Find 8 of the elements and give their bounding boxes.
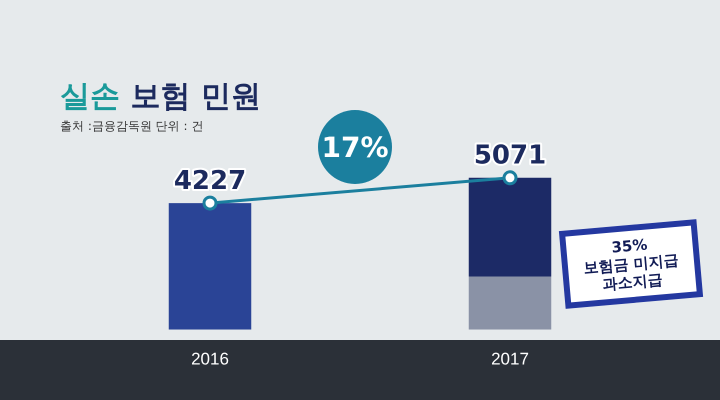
x-tick-label: 2016 [191, 349, 229, 368]
annotation: 17% [318, 110, 392, 184]
x-tick-label: 2017 [491, 349, 529, 368]
data-label: 4227 [174, 166, 246, 196]
annotation: 35% 보험금 미지급 과소지급 [558, 219, 704, 309]
data-label: 5071 [474, 140, 546, 171]
text: 출처 :금융감독원 단위 : 건 [60, 118, 204, 135]
text: 실손 보험 민원 [60, 79, 261, 114]
